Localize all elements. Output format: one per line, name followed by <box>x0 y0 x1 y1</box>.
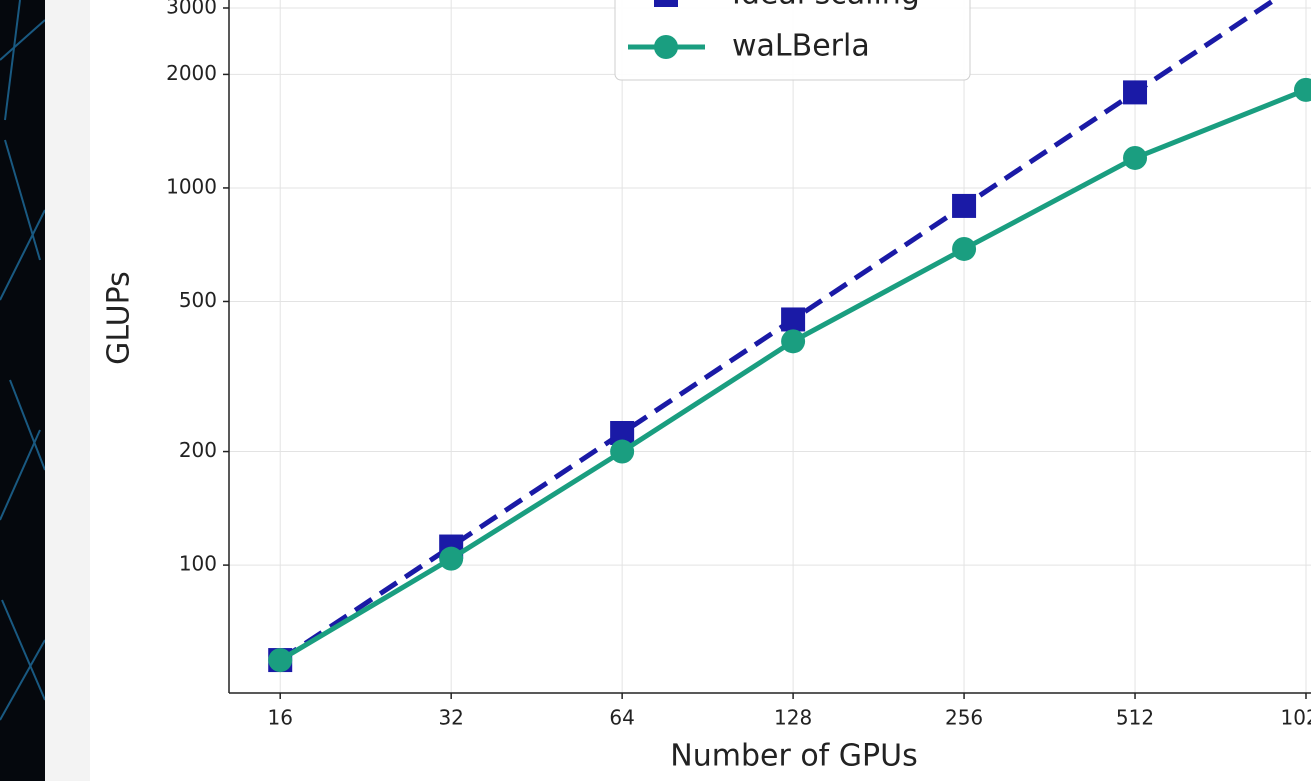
y-tick-label: 200 <box>179 438 217 462</box>
x-tick-label: 128 <box>774 706 812 730</box>
data-point <box>610 440 634 464</box>
y-tick-label: 100 <box>179 552 217 576</box>
legend: Ideal scaling waLBerla <box>615 0 970 80</box>
legend-label: waLBerla <box>732 29 870 64</box>
x-tick-label: 256 <box>945 706 983 730</box>
page: {"chart_data": {"type": "line", "x_label… <box>0 0 1311 781</box>
x-tick-label: 32 <box>438 706 463 730</box>
legend-marker <box>654 0 678 7</box>
data-point <box>781 307 805 331</box>
x-axis-label: Number of GPUs <box>670 739 917 774</box>
data-point <box>1294 78 1311 102</box>
side-decoration <box>0 0 45 781</box>
chart: Number of GPUs GLUPs 16 32 64 128 256 512 1024… <box>0 0 1311 781</box>
legend-label: Ideal scaling <box>732 0 920 12</box>
data-point <box>439 547 463 571</box>
y-tick-label: 3000 <box>166 0 217 18</box>
x-tick-label: 64 <box>609 706 634 730</box>
x-tick-label: 1024 <box>1281 706 1311 730</box>
y-axis-label: GLUPs <box>102 271 137 365</box>
y-tick-label: 500 <box>179 288 217 312</box>
data-point <box>952 237 976 261</box>
y-tick-label: 1000 <box>166 174 217 198</box>
data-point <box>1123 80 1147 104</box>
legend-marker <box>654 35 678 59</box>
data-point <box>268 648 292 672</box>
data-point <box>781 329 805 353</box>
data-point <box>1123 146 1147 170</box>
side-margin <box>45 0 90 781</box>
x-tick-label: 16 <box>267 706 292 730</box>
plot-area <box>268 0 1311 672</box>
x-tick-label: 512 <box>1116 706 1154 730</box>
data-point <box>952 194 976 218</box>
y-tick-label: 2000 <box>166 61 217 85</box>
